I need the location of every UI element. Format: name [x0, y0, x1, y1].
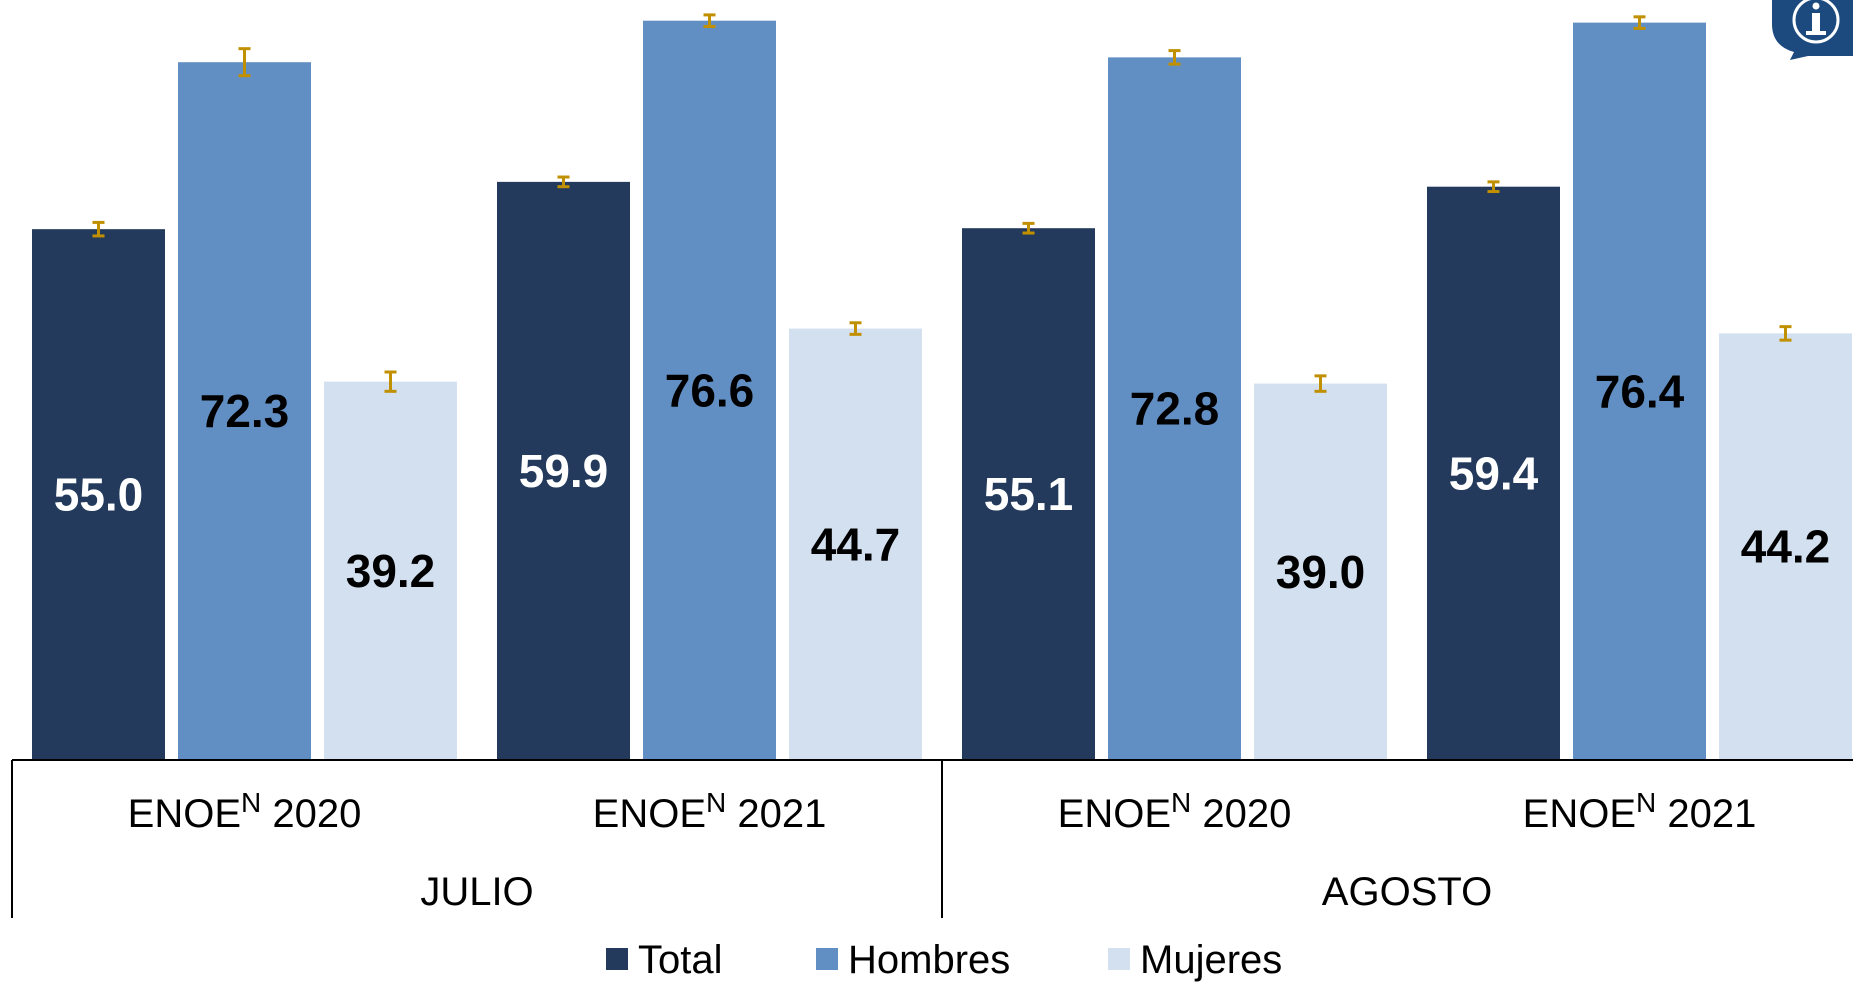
- legend: Total Hombres Mujeres: [606, 938, 1282, 982]
- value-label-hombres-3: 76.4: [1595, 365, 1685, 417]
- category-axis: ENOEN 2020 ENOEN 2021 ENOEN 2020 ENOEN 2021…: [11, 759, 1853, 918]
- error-bar-total-2: [1022, 221, 1035, 235]
- error-bar-total-0: [92, 220, 105, 238]
- error-bar-mujeres-3: [1779, 325, 1792, 342]
- value-label-total-3: 59.4: [1449, 447, 1539, 499]
- bar-mujeres-2: [1254, 383, 1387, 760]
- legend-swatch-mujeres: [1108, 948, 1130, 970]
- error-bars-layer: [92, 13, 1792, 393]
- category-label-3: ENOEN 2021: [1523, 787, 1757, 837]
- value-label-hombres-1: 76.6: [665, 364, 755, 416]
- group-label-1: AGOSTO: [1322, 870, 1492, 914]
- bars-layer: [32, 20, 1852, 761]
- bar-hombres-3: [1573, 22, 1706, 761]
- bar-total-1: [497, 181, 630, 760]
- error-bar-hombres-3: [1633, 15, 1646, 30]
- legend-swatch-total: [606, 948, 628, 970]
- legend-label-mujeres: Mujeres: [1140, 938, 1282, 982]
- bar-total-2: [962, 228, 1095, 760]
- value-label-hombres-0: 72.3: [200, 385, 290, 437]
- bar-total-0: [32, 229, 165, 761]
- value-labels-layer: 55.0 72.3 39.2 59.9 76.6 44.7 55.1 72.8 39.0 59.4…: [54, 364, 1831, 597]
- bar-hombres-1: [643, 20, 776, 760]
- error-bar-total-3: [1487, 180, 1500, 194]
- value-label-mujeres-1: 44.7: [811, 518, 901, 570]
- value-label-hombres-2: 72.8: [1130, 383, 1220, 435]
- bar-mujeres-0: [324, 381, 457, 760]
- error-bar-mujeres-1: [849, 321, 862, 336]
- category-label-1: ENOEN 2021: [593, 787, 827, 837]
- error-bar-hombres-0: [238, 47, 251, 78]
- value-label-mujeres-3: 44.2: [1741, 521, 1831, 573]
- group-label-0: JULIO: [420, 870, 533, 914]
- error-bar-mujeres-0: [384, 370, 397, 393]
- value-label-total-1: 59.9: [519, 445, 609, 497]
- value-label-total-2: 55.1: [984, 468, 1074, 520]
- bar-mujeres-3: [1719, 333, 1852, 760]
- legend-swatch-hombres: [816, 948, 838, 970]
- error-bar-hombres-2: [1168, 49, 1181, 66]
- value-label-total-0: 55.0: [54, 469, 144, 521]
- legend-label-total: Total: [638, 938, 723, 982]
- bar-hombres-0: [178, 62, 311, 760]
- bar-total-3: [1427, 186, 1560, 760]
- legend-label-hombres: Hombres: [848, 938, 1010, 982]
- bar-mujeres-1: [789, 328, 922, 760]
- category-label-2: ENOEN 2020: [1058, 787, 1292, 837]
- error-bar-hombres-1: [703, 13, 716, 28]
- category-label-0: ENOEN 2020: [128, 787, 362, 837]
- info-icon[interactable]: [1772, 0, 1853, 60]
- error-bar-total-1: [557, 175, 570, 189]
- value-label-mujeres-0: 39.2: [346, 545, 436, 597]
- error-bar-mujeres-2: [1314, 374, 1327, 393]
- bar-hombres-2: [1108, 57, 1241, 761]
- value-label-mujeres-2: 39.0: [1276, 546, 1366, 598]
